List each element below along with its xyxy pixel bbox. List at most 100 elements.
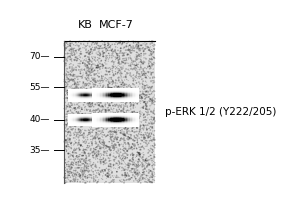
Point: [75, 158, 80, 161]
Point: [87, 153, 92, 157]
Point: [151, 173, 155, 177]
Point: [84, 166, 89, 170]
Point: [104, 167, 109, 170]
Point: [112, 148, 117, 152]
Point: [80, 62, 85, 65]
Point: [84, 63, 89, 66]
Point: [67, 168, 72, 171]
Point: [67, 55, 71, 58]
Bar: [97, 119, 98, 120]
Bar: [133, 117, 135, 118]
Bar: [100, 96, 101, 97]
Point: [77, 54, 82, 57]
Point: [103, 168, 107, 172]
Bar: [97, 91, 99, 92]
Point: [111, 67, 116, 70]
Point: [107, 82, 112, 85]
Point: [106, 175, 111, 178]
Point: [124, 152, 129, 155]
Point: [122, 111, 127, 114]
Point: [115, 151, 120, 155]
Bar: [110, 121, 111, 122]
Bar: [80, 101, 81, 102]
Point: [131, 113, 136, 116]
Point: [135, 175, 140, 178]
Point: [115, 92, 119, 95]
Point: [135, 165, 140, 168]
Point: [140, 144, 145, 148]
Point: [69, 147, 74, 150]
Bar: [91, 101, 92, 102]
Point: [77, 114, 82, 117]
Bar: [136, 96, 138, 97]
Point: [129, 86, 134, 89]
Point: [65, 76, 70, 79]
Bar: [87, 97, 88, 98]
Point: [129, 137, 134, 140]
Point: [102, 128, 106, 131]
Bar: [136, 117, 138, 118]
Point: [107, 133, 112, 136]
Point: [70, 104, 74, 107]
Point: [148, 104, 152, 107]
Point: [74, 131, 79, 134]
Bar: [68, 99, 69, 100]
Bar: [97, 115, 98, 116]
Point: [97, 150, 102, 154]
Bar: [128, 94, 130, 95]
Point: [62, 159, 67, 162]
Point: [89, 55, 94, 59]
Point: [138, 128, 143, 132]
Point: [151, 51, 156, 54]
Bar: [68, 119, 69, 120]
Point: [77, 75, 82, 78]
Point: [145, 108, 150, 111]
Point: [68, 142, 73, 145]
Point: [127, 175, 131, 178]
Bar: [124, 96, 125, 97]
Point: [146, 163, 151, 166]
Point: [72, 158, 77, 162]
Bar: [74, 122, 76, 123]
Bar: [102, 95, 103, 96]
Point: [106, 60, 111, 63]
Point: [64, 89, 69, 92]
Point: [97, 166, 102, 169]
Point: [106, 85, 111, 88]
Point: [88, 147, 93, 150]
Bar: [70, 116, 71, 117]
Bar: [82, 99, 84, 100]
Bar: [121, 124, 122, 125]
Point: [101, 96, 106, 99]
Point: [69, 99, 74, 102]
Point: [126, 173, 131, 176]
Bar: [114, 123, 116, 124]
Point: [74, 155, 79, 158]
Point: [101, 157, 106, 161]
Point: [108, 44, 113, 47]
Point: [117, 161, 122, 164]
Bar: [87, 100, 88, 101]
Point: [121, 133, 126, 136]
Bar: [82, 119, 84, 120]
Point: [79, 68, 84, 71]
Point: [75, 178, 80, 181]
Bar: [86, 101, 87, 102]
Point: [105, 73, 110, 76]
Point: [150, 139, 154, 143]
Point: [135, 138, 140, 142]
Point: [98, 152, 103, 155]
Point: [114, 51, 119, 54]
Bar: [95, 122, 96, 123]
Bar: [108, 101, 110, 102]
Point: [95, 47, 100, 50]
Point: [130, 146, 135, 149]
Point: [135, 127, 140, 130]
Point: [102, 88, 106, 91]
Bar: [76, 125, 77, 126]
Point: [150, 166, 155, 169]
Point: [69, 171, 74, 174]
Point: [123, 75, 128, 78]
Point: [137, 171, 142, 174]
Point: [76, 133, 80, 136]
